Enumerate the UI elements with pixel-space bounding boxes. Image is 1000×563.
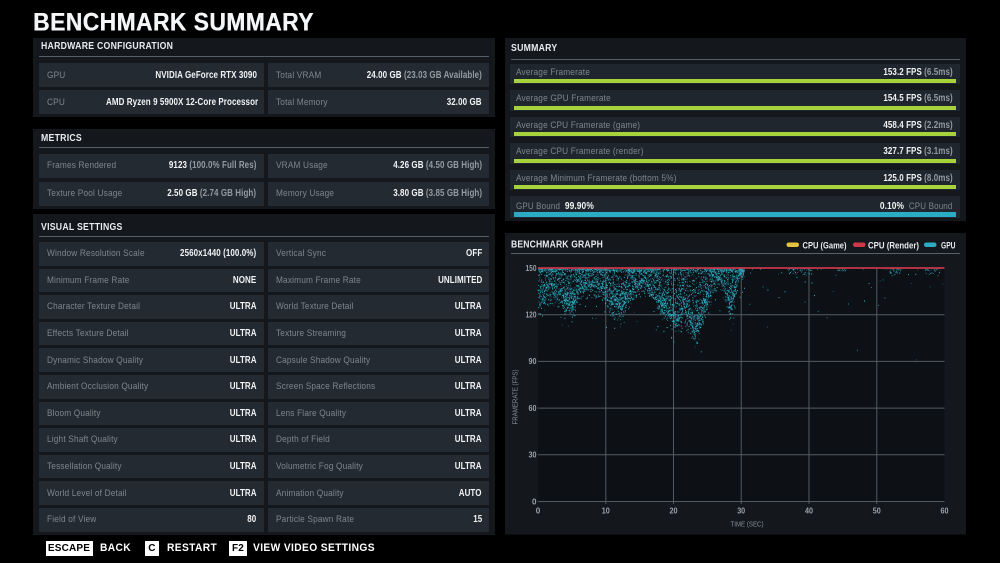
svg-text:30: 30 [737,507,745,516]
svg-text:CPU (Render): CPU (Render) [868,240,919,251]
svg-text:120: 120 [526,311,537,320]
svg-text:CPU (Game): CPU (Game) [803,240,847,251]
svg-text:20: 20 [670,507,678,516]
svg-text:0: 0 [536,507,541,516]
svg-text:10: 10 [602,507,610,516]
svg-text:90: 90 [529,357,537,366]
svg-text:60: 60 [529,404,537,413]
svg-text:GPU: GPU [941,240,956,251]
svg-text:150: 150 [526,264,537,273]
svg-text:40: 40 [805,507,813,516]
svg-text:FRAMERATE (FPS): FRAMERATE (FPS) [511,369,520,424]
svg-text:60: 60 [941,507,949,516]
svg-text:0: 0 [532,497,537,506]
svg-text:TIME (SEC): TIME (SEC) [731,520,764,529]
svg-text:50: 50 [873,507,881,516]
svg-text:30: 30 [529,451,537,460]
svg-text:BENCHMARK GRAPH: BENCHMARK GRAPH [511,240,603,251]
